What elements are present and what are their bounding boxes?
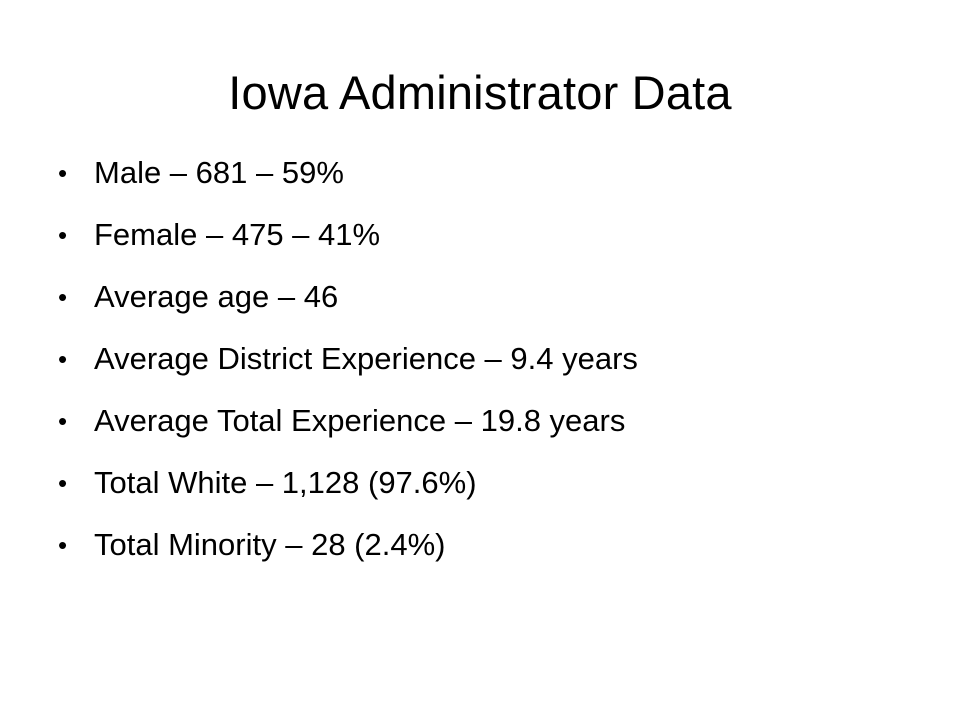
bullet-icon: • [58, 530, 68, 560]
bullet-item-male: • Male – 681 – 59% [58, 142, 918, 204]
bullet-text: Male – 681 – 59% [94, 155, 344, 190]
bullet-text: Average Total Experience – 19.8 years [94, 403, 626, 438]
bullet-item-total-experience: • Average Total Experience – 19.8 years [58, 390, 918, 452]
bullet-icon: • [58, 344, 68, 374]
bullet-item-total-white: • Total White – 1,128 (97.6%) [58, 452, 918, 514]
bullet-text: Total White – 1,128 (97.6%) [94, 465, 477, 500]
bullet-icon: • [58, 282, 68, 312]
bullet-item-female: • Female – 475 – 41% [58, 204, 918, 266]
bullet-icon: • [58, 158, 68, 188]
bullet-icon: • [58, 220, 68, 250]
bullet-list: • Male – 681 – 59% • Female – 475 – 41% … [58, 142, 918, 576]
bullet-text: Average District Experience – 9.4 years [94, 341, 638, 376]
bullet-text: Female – 475 – 41% [94, 217, 381, 252]
bullet-icon: • [58, 468, 68, 498]
bullet-item-total-minority: • Total Minority – 28 (2.4%) [58, 514, 918, 576]
slide-title: Iowa Administrator Data [228, 66, 732, 119]
bullet-text: Average age – 46 [94, 279, 339, 314]
bullet-text: Total Minority – 28 (2.4%) [94, 527, 446, 562]
bullet-icon: • [58, 406, 68, 436]
bullet-item-district-experience: • Average District Experience – 9.4 year… [58, 328, 918, 390]
bullet-item-average-age: • Average age – 46 [58, 266, 918, 328]
